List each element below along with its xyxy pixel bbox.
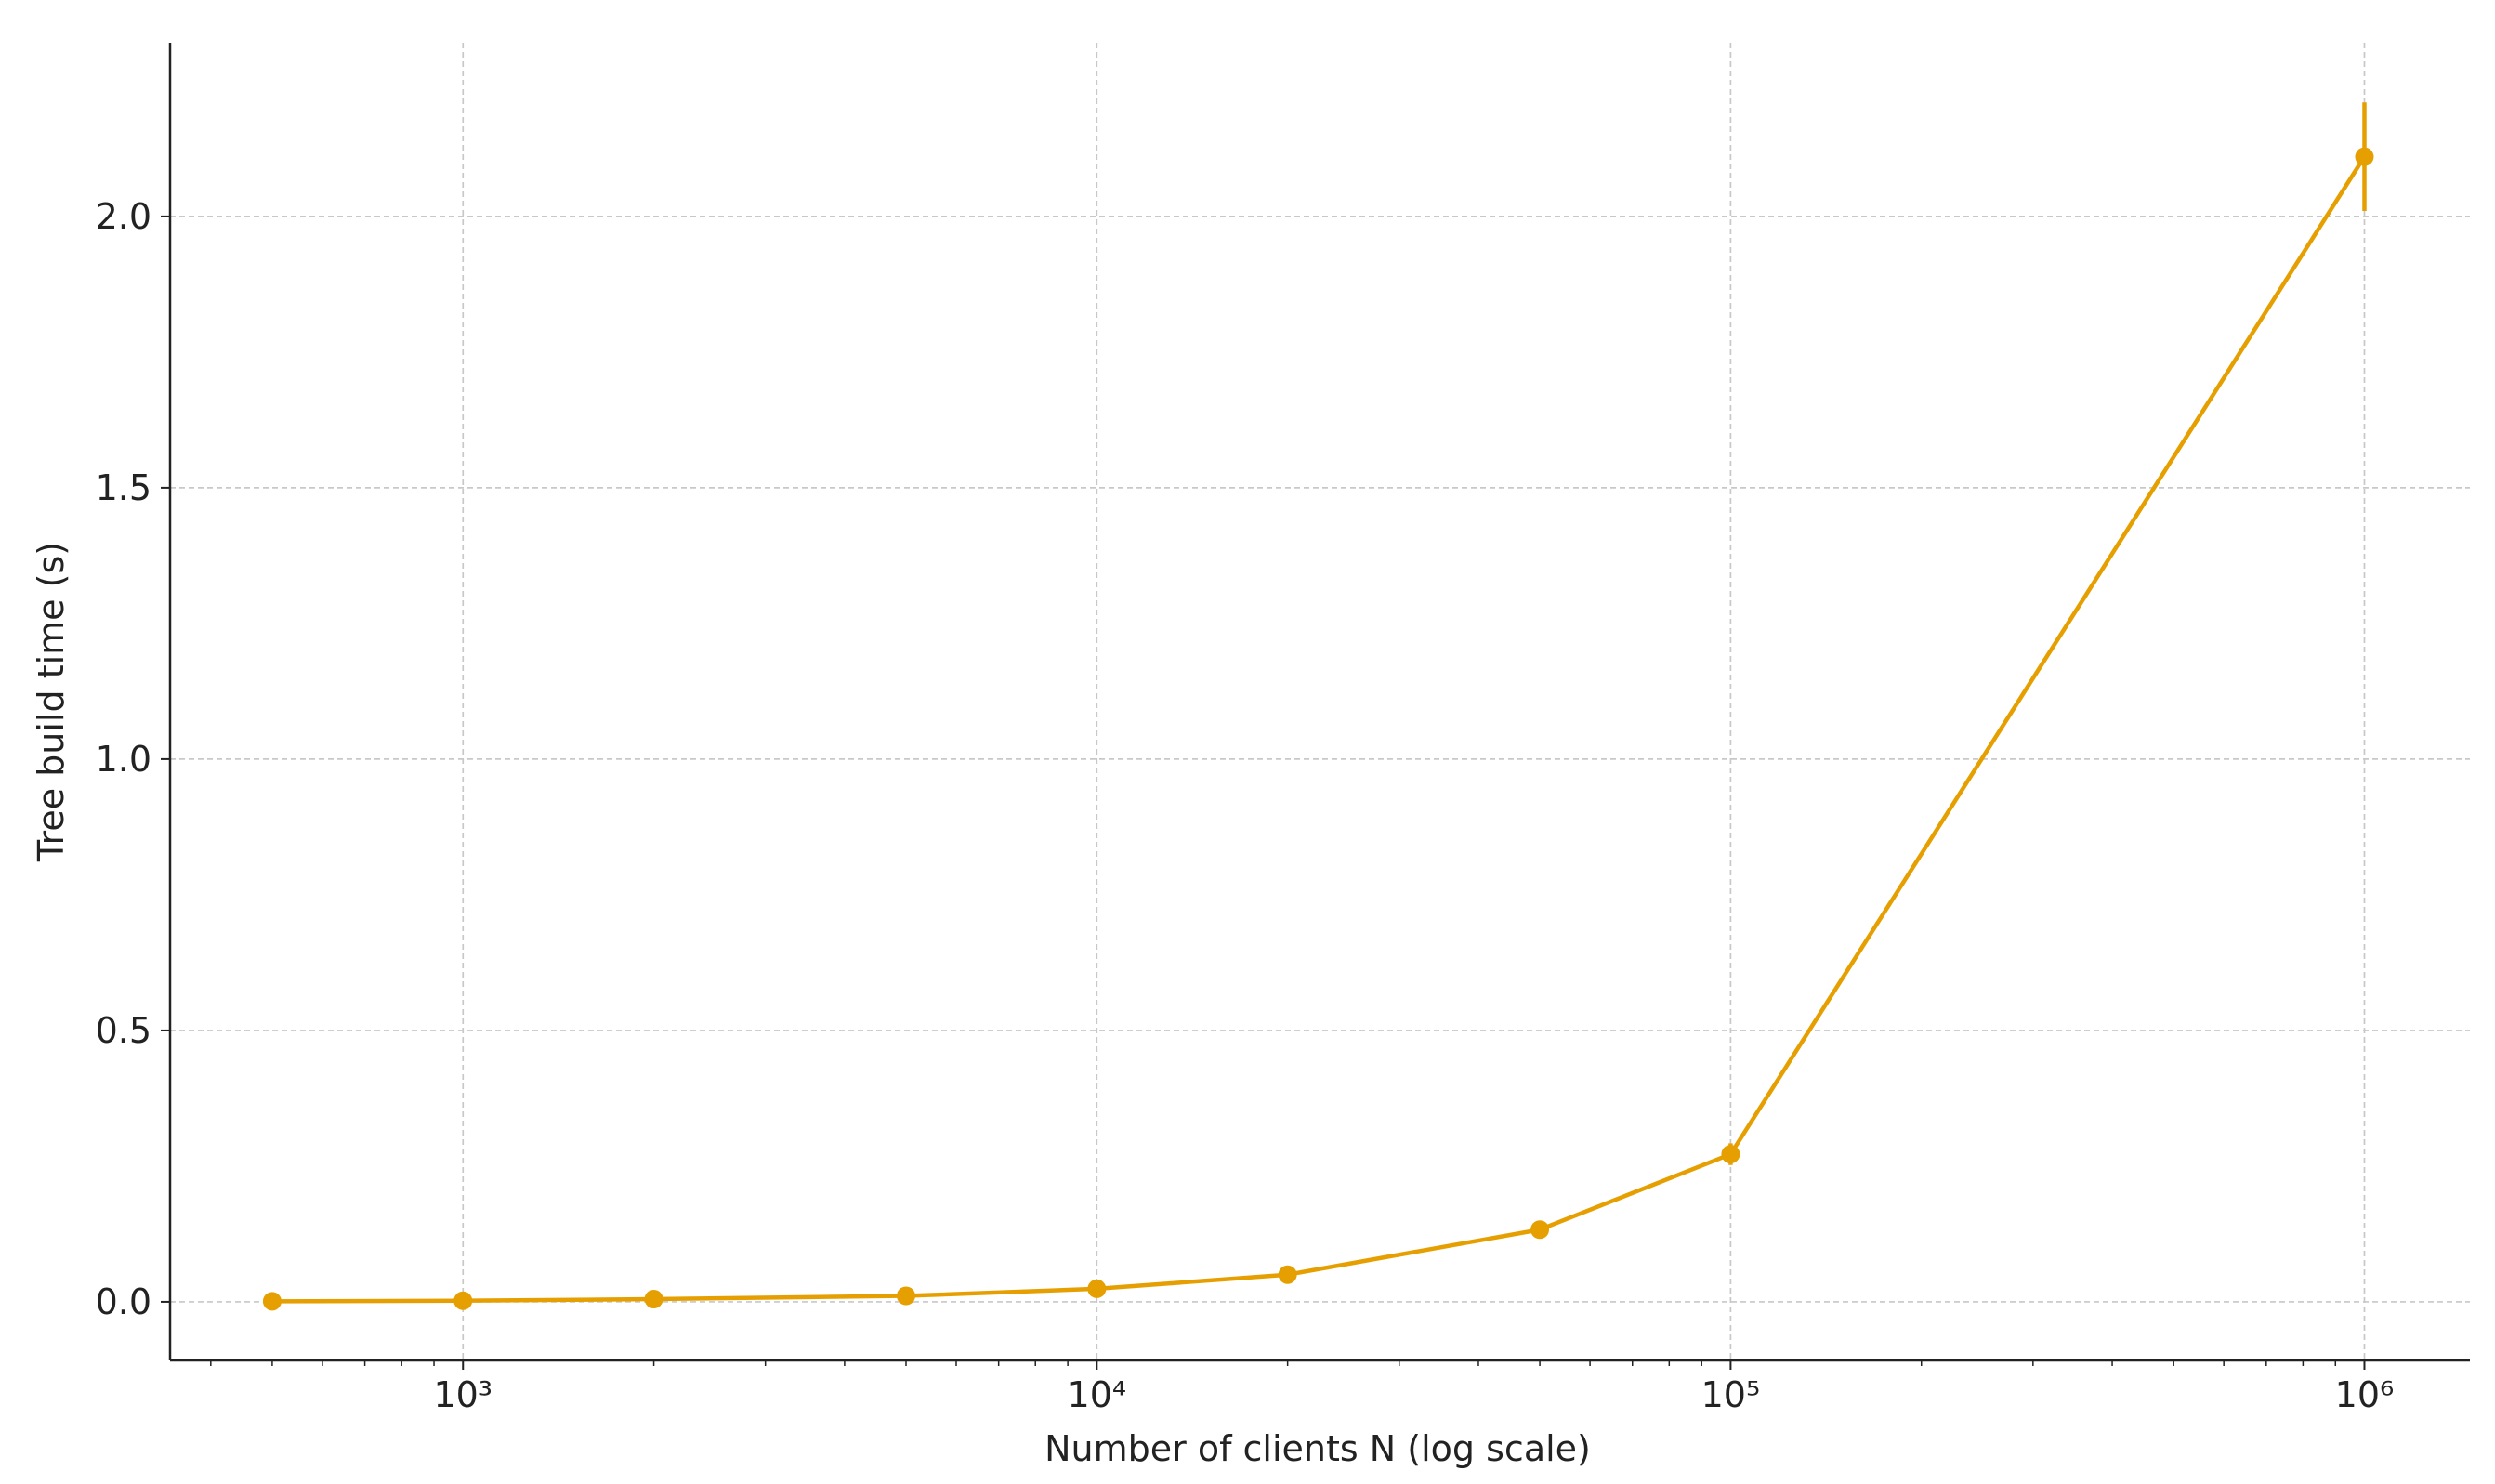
marker [1087,1279,1107,1298]
x-tick-label: 10³ [433,1374,492,1415]
y-axis-label: Tree build time (s) [31,542,72,862]
marker [453,1291,473,1310]
y-tick-label: 0.0 [96,1281,151,1322]
y-tick-label: 2.0 [96,196,151,237]
x-tick-label: 10⁴ [1068,1374,1127,1415]
y-tick-label: 1.0 [96,739,151,780]
marker [896,1286,915,1306]
marker [1721,1145,1740,1164]
y-tick-label: 0.5 [96,1010,151,1051]
marker [1278,1265,1297,1284]
x-tick-label: 10⁶ [2335,1374,2395,1415]
y-tick-label: 1.5 [96,467,151,508]
marker [644,1290,663,1309]
marker [1530,1220,1550,1240]
marker [2355,147,2374,166]
line [271,155,2367,1304]
marker [262,1292,282,1311]
x-axis-label: Number of clients N (log scale) [1044,1428,1591,1469]
x-tick-label: 10⁵ [1701,1374,1761,1415]
